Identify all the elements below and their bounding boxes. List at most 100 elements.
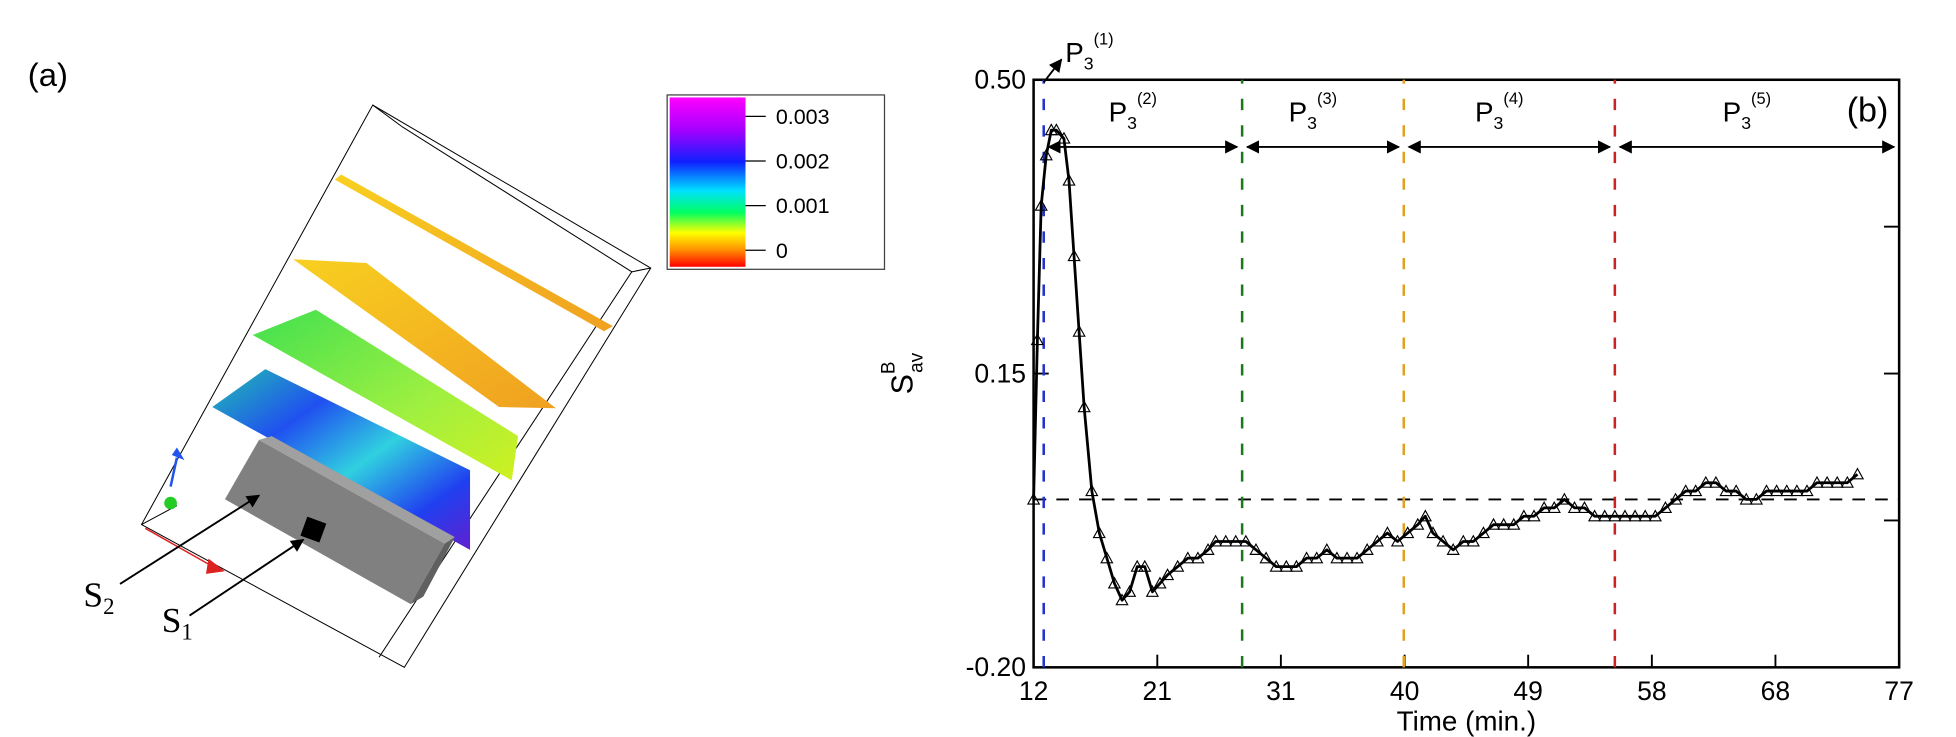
data-point — [1153, 576, 1167, 589]
s2-label: S2 — [83, 575, 114, 620]
colorbar-ticks: 0.003 0.002 0.001 0 — [745, 105, 830, 263]
data-point — [1299, 551, 1314, 564]
data-point — [1115, 593, 1129, 606]
y-tick-label: 0.15 — [974, 358, 1026, 388]
data-point — [1181, 551, 1195, 564]
phase-main: P — [1065, 37, 1084, 68]
data-point — [1191, 551, 1205, 564]
data-point — [1411, 517, 1425, 530]
x-tick-label: 31 — [1266, 676, 1296, 706]
axis-arrow — [171, 447, 185, 461]
data-point — [1077, 400, 1091, 413]
data-point — [1400, 526, 1415, 539]
x-tick-label: 77 — [1884, 676, 1914, 706]
data-point — [1628, 509, 1642, 522]
layer — [252, 309, 519, 481]
data-point — [1850, 467, 1865, 480]
data-point — [1085, 484, 1099, 497]
data-point — [1122, 584, 1137, 597]
phase-label: P3(2) — [1109, 90, 1157, 133]
phase-sup: (5) — [1751, 90, 1771, 108]
x-tick-label: 68 — [1761, 676, 1791, 706]
data-point — [1567, 500, 1582, 513]
source — [300, 516, 327, 543]
s2-main: S — [83, 575, 103, 615]
data-point — [1145, 584, 1160, 597]
data-point — [1800, 484, 1814, 497]
pointer — [189, 538, 305, 617]
layer — [293, 259, 556, 409]
series-line — [1032, 128, 1859, 602]
data-point — [1380, 526, 1395, 539]
data-point — [1049, 123, 1064, 136]
y-label-sup: B — [879, 361, 900, 374]
data-point — [1259, 551, 1273, 564]
s1-label: S1 — [162, 600, 193, 645]
data-point — [1201, 542, 1215, 555]
pointer — [119, 494, 261, 585]
phase-main: P — [1723, 97, 1742, 128]
data-point — [1418, 509, 1433, 522]
colorbar-tick-label: 0.003 — [776, 105, 830, 129]
data-point — [1810, 475, 1824, 488]
data-point — [1390, 534, 1405, 547]
data-point — [1446, 542, 1460, 555]
y-label-main: S — [886, 374, 919, 394]
data-point — [1026, 492, 1041, 505]
data-point — [1587, 509, 1602, 522]
data-point — [1517, 509, 1531, 522]
data-point — [1436, 534, 1450, 547]
panel-label: (b) — [1847, 91, 1889, 129]
phase-label: P3(1) — [1065, 30, 1113, 73]
data-point — [1100, 551, 1114, 564]
data-point — [1370, 534, 1384, 547]
data-point — [1749, 492, 1764, 505]
data-point — [1648, 509, 1662, 522]
data-point — [1638, 509, 1652, 522]
s1-main: S — [162, 600, 182, 640]
y-axis-label: SB av — [879, 352, 928, 394]
y-tick-label: -0.20 — [966, 652, 1026, 682]
x-tick-label: 58 — [1637, 676, 1667, 706]
colorbar-tick-label: 0 — [776, 239, 788, 263]
data-point — [1608, 509, 1622, 522]
data-point — [1269, 559, 1283, 572]
data-point — [1739, 492, 1753, 505]
phase-sub: 3 — [1084, 54, 1094, 74]
data-point — [1689, 484, 1703, 497]
data-point — [1107, 576, 1122, 589]
data-point — [1598, 509, 1612, 522]
data-point — [1719, 484, 1733, 497]
data-point — [1092, 526, 1106, 539]
x-tick-label: 40 — [1390, 676, 1420, 706]
colorbar-tick-label: 0.002 — [776, 150, 830, 174]
axis-arrow — [205, 558, 225, 574]
y-label-sub: av — [906, 352, 927, 373]
data-point — [1527, 509, 1541, 522]
phase-sub: 3 — [1307, 113, 1317, 133]
data-point — [1057, 131, 1071, 144]
data-point — [1350, 551, 1364, 564]
data-point — [1456, 534, 1470, 547]
data-point — [1360, 542, 1374, 555]
s1-sub: 1 — [181, 620, 192, 645]
data-point — [1486, 517, 1501, 530]
data-point — [1658, 500, 1673, 513]
phase-sub: 3 — [1127, 113, 1137, 133]
data-point — [1769, 484, 1784, 497]
phase-main: P — [1109, 97, 1128, 128]
data-point — [1229, 534, 1243, 547]
phase-sub: 3 — [1494, 113, 1504, 133]
phase-label: P3(5) — [1723, 90, 1771, 133]
data-point — [1130, 559, 1144, 572]
data-point — [1239, 534, 1253, 547]
block-side — [410, 537, 455, 605]
data-point — [1062, 173, 1076, 186]
phase-main: P — [1475, 97, 1494, 128]
panel-label: (a) — [28, 56, 68, 93]
phase-sup: (3) — [1317, 90, 1337, 108]
data-point — [1249, 542, 1263, 555]
layer — [212, 369, 471, 550]
